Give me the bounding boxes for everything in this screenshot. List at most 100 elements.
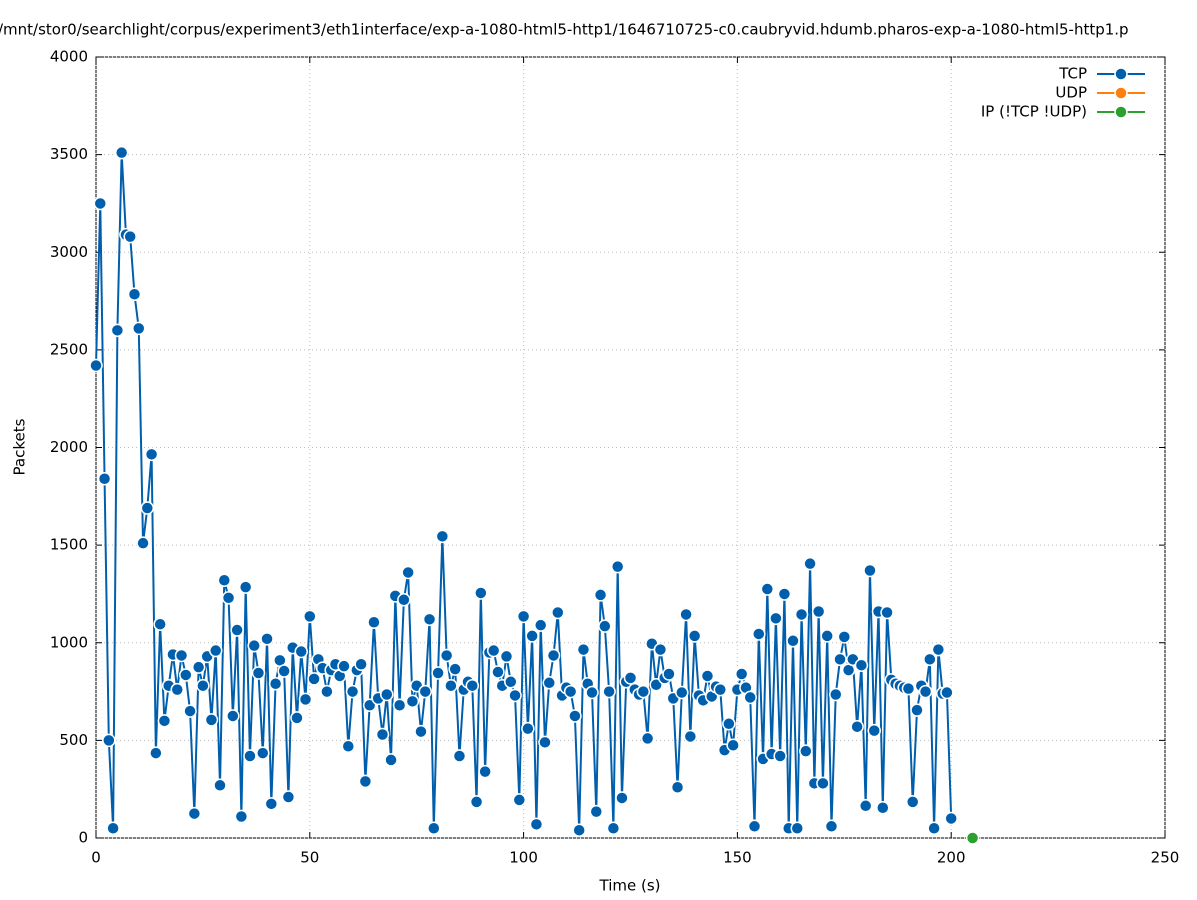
data-point xyxy=(251,666,266,680)
data-point xyxy=(157,714,172,728)
data-point xyxy=(303,609,317,624)
data-point xyxy=(439,648,454,663)
y-tick-label: 0 xyxy=(78,829,88,847)
data-point xyxy=(179,668,193,682)
data-point xyxy=(803,556,817,571)
data-point xyxy=(918,684,933,699)
data-point xyxy=(529,817,544,832)
data-point xyxy=(170,682,184,697)
data-point xyxy=(298,692,313,707)
data-point xyxy=(602,684,616,699)
data-point xyxy=(427,821,441,835)
data-point xyxy=(123,229,137,244)
data-point xyxy=(384,753,398,767)
x-tick-label: 200 xyxy=(937,849,966,867)
data-point xyxy=(944,811,958,826)
data-point xyxy=(221,591,236,605)
data-point xyxy=(794,607,809,622)
data-point xyxy=(773,749,787,763)
x-tick-label: 0 xyxy=(91,849,101,867)
x-axis-label: Time (s) xyxy=(599,877,661,895)
data-point xyxy=(345,684,360,699)
data-point xyxy=(722,717,736,731)
y-tick-label: 4000 xyxy=(50,48,88,66)
data-point xyxy=(880,605,894,620)
x-tick-label: 50 xyxy=(300,849,319,867)
data-point xyxy=(397,593,411,607)
data-point xyxy=(901,681,916,696)
data-point xyxy=(341,739,356,753)
data-point xyxy=(307,672,321,686)
data-point xyxy=(816,776,830,791)
data-point xyxy=(931,642,946,657)
data-point xyxy=(636,684,651,699)
data-point xyxy=(418,684,433,699)
data-point xyxy=(106,821,120,835)
data-point xyxy=(478,764,492,779)
data-point xyxy=(786,634,800,648)
data-point xyxy=(260,632,274,646)
data-point xyxy=(811,604,826,619)
data-point xyxy=(465,678,480,693)
legend-marker xyxy=(1114,67,1128,81)
data-point xyxy=(243,749,257,763)
legend-label: TCP xyxy=(1058,65,1087,83)
data-point xyxy=(187,806,202,821)
data-point xyxy=(264,797,279,811)
data-point xyxy=(132,321,146,336)
data-point xyxy=(593,588,608,602)
data-point xyxy=(542,676,557,690)
data-point xyxy=(435,529,450,544)
data-point xyxy=(790,821,805,835)
legend-label: IP (!TCP !UDP) xyxy=(981,103,1087,121)
data-point xyxy=(546,648,561,663)
data-point xyxy=(238,580,253,594)
data-point xyxy=(268,677,283,691)
data-point xyxy=(358,774,373,789)
data-point xyxy=(247,638,261,653)
data-point xyxy=(824,819,839,834)
x-tick-label: 150 xyxy=(723,849,752,867)
data-point xyxy=(414,724,428,739)
data-point xyxy=(538,735,552,750)
data-point xyxy=(504,675,518,689)
data-point xyxy=(89,358,103,373)
data-point xyxy=(585,685,599,700)
data-point xyxy=(940,685,954,700)
data-point xyxy=(662,667,676,681)
data-point xyxy=(850,719,864,734)
data-point xyxy=(234,809,249,824)
data-point xyxy=(670,780,685,794)
data-point xyxy=(444,678,458,693)
data-point xyxy=(230,623,244,637)
data-point xyxy=(110,323,125,338)
data-point xyxy=(367,615,381,629)
data-point xyxy=(854,658,869,672)
data-point xyxy=(380,687,394,702)
data-point xyxy=(354,657,368,671)
x-tick-label: 100 xyxy=(509,849,538,867)
data-point xyxy=(102,733,116,748)
data-point xyxy=(521,721,535,736)
data-point xyxy=(183,704,197,718)
data-point xyxy=(700,669,715,683)
data-point xyxy=(905,795,920,809)
data-point xyxy=(640,731,655,746)
data-point xyxy=(204,713,219,727)
y-tick-label: 2000 xyxy=(50,438,88,456)
data-point xyxy=(687,629,702,643)
data-point xyxy=(713,682,728,697)
data-point xyxy=(551,605,565,620)
data-point xyxy=(743,690,757,705)
data-point xyxy=(422,612,437,627)
data-point xyxy=(833,652,847,667)
data-point xyxy=(858,799,873,813)
data-point xyxy=(491,665,505,679)
legend-label: UDP xyxy=(1055,84,1087,102)
data-point xyxy=(867,723,881,738)
data-point xyxy=(606,821,621,835)
data-point xyxy=(837,630,852,644)
data-point xyxy=(277,664,291,678)
data-point xyxy=(144,447,159,462)
data-point xyxy=(769,611,783,626)
